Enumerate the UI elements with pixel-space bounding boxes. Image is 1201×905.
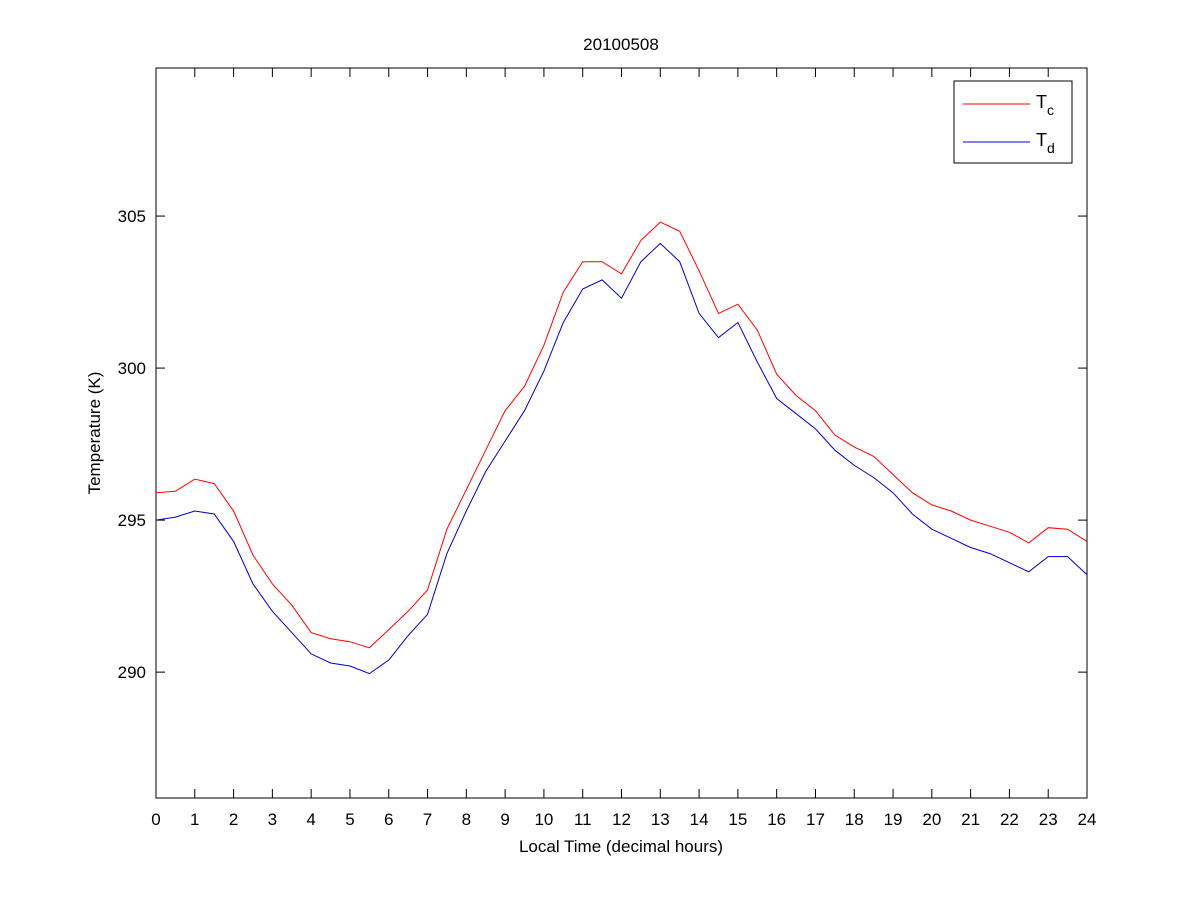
series-line-td	[155, 242, 1088, 675]
x-tick-label: 17	[806, 810, 825, 829]
x-tick-label: 8	[462, 810, 471, 829]
x-tick-label: 24	[1078, 810, 1097, 829]
x-tick-label: 2	[229, 810, 238, 829]
x-tick-label: 23	[1039, 810, 1058, 829]
x-tick-label: 15	[728, 810, 747, 829]
legend-box	[953, 80, 1073, 164]
axis-ticks: 0 1 2 3 4 5 6 7 8 9 10 11 12 13 14 15 16 17 18 19 20 21 22 23 24…	[118, 68, 1097, 829]
legend-name: T	[1036, 130, 1047, 150]
x-tick-label: 14	[690, 810, 709, 829]
x-tick-label: 10	[534, 810, 553, 829]
x-tick-label: 19	[884, 810, 903, 829]
x-tick-label: 21	[961, 810, 980, 829]
x-tick-label: 18	[845, 810, 864, 829]
x-tick-label: 6	[384, 810, 393, 829]
x-tick-label: 3	[268, 810, 277, 829]
legend-name: T	[1036, 92, 1047, 112]
x-tick-label: 1	[190, 810, 199, 829]
x-tick-label: 11	[574, 810, 592, 829]
y-tick-label: 295	[118, 511, 146, 530]
chart-title: 20100508	[583, 35, 659, 54]
series-line-tc	[155, 221, 1088, 649]
x-tick-label: 20	[922, 810, 941, 829]
x-tick-label: 16	[767, 810, 786, 829]
y-axis-label: Temperature (K)	[85, 372, 104, 495]
x-tick-label: 4	[306, 810, 315, 829]
x-tick-label: 22	[1000, 810, 1019, 829]
x-tick-label: 9	[500, 810, 509, 829]
series-lines	[155, 221, 1088, 675]
x-tick-label: 5	[345, 810, 354, 829]
y-tick-label: 305	[118, 207, 146, 226]
y-tick-label: 290	[118, 663, 146, 682]
x-tick-label: 7	[423, 810, 432, 829]
x-tick-label: 0	[151, 810, 160, 829]
legend-label-tc: Tc	[1036, 92, 1054, 118]
plot-area	[155, 67, 1088, 799]
x-axis-label: Local Time (decimal hours)	[519, 837, 723, 856]
x-tick-label: 13	[651, 810, 670, 829]
legend-subscript: c	[1047, 102, 1054, 118]
legend-subscript: d	[1047, 140, 1055, 156]
legend-label-td: Td	[1036, 130, 1055, 156]
x-tick-label: 12	[612, 810, 631, 829]
y-tick-label: 300	[118, 359, 146, 378]
